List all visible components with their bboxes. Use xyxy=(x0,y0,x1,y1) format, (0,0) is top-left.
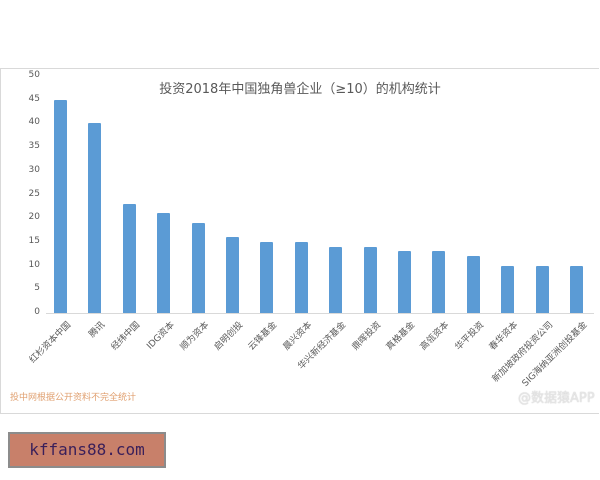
y-tick-label: 45 xyxy=(28,93,40,104)
bar xyxy=(191,222,205,313)
y-tick-label: 10 xyxy=(28,259,40,270)
bar xyxy=(570,265,583,313)
bar xyxy=(363,246,377,313)
bar xyxy=(329,246,343,313)
bar xyxy=(398,251,411,313)
y-tick-label: 40 xyxy=(28,117,40,128)
y-tick-label: 25 xyxy=(28,188,40,199)
y-tick-label: 0 xyxy=(34,307,40,317)
bar xyxy=(501,265,515,313)
bar xyxy=(432,251,446,313)
y-tick-label: 20 xyxy=(28,212,40,223)
bar xyxy=(260,241,274,313)
y-tick-label: 15 xyxy=(28,235,40,246)
bar xyxy=(88,123,102,313)
y-tick-label: 50 xyxy=(28,70,40,80)
bar xyxy=(466,256,480,313)
bar xyxy=(122,203,136,313)
y-tick-label: 35 xyxy=(28,141,40,152)
source-footnote: 投中网根据公开资料不完全统计 xyxy=(10,393,137,403)
bar xyxy=(535,265,549,313)
site-watermark: kffans88.com xyxy=(8,432,166,468)
bar xyxy=(54,99,67,313)
bar xyxy=(226,237,239,313)
bar xyxy=(157,213,171,313)
y-tick-label: 5 xyxy=(34,283,40,294)
bar xyxy=(294,241,308,313)
chart-title: 投资2018年中国独角兽企业（≥10）的机构统计 xyxy=(159,82,441,97)
weibo-watermark: @数据猿APP xyxy=(518,391,595,406)
x-axis-line xyxy=(46,313,594,314)
y-tick-label: 30 xyxy=(28,164,40,175)
